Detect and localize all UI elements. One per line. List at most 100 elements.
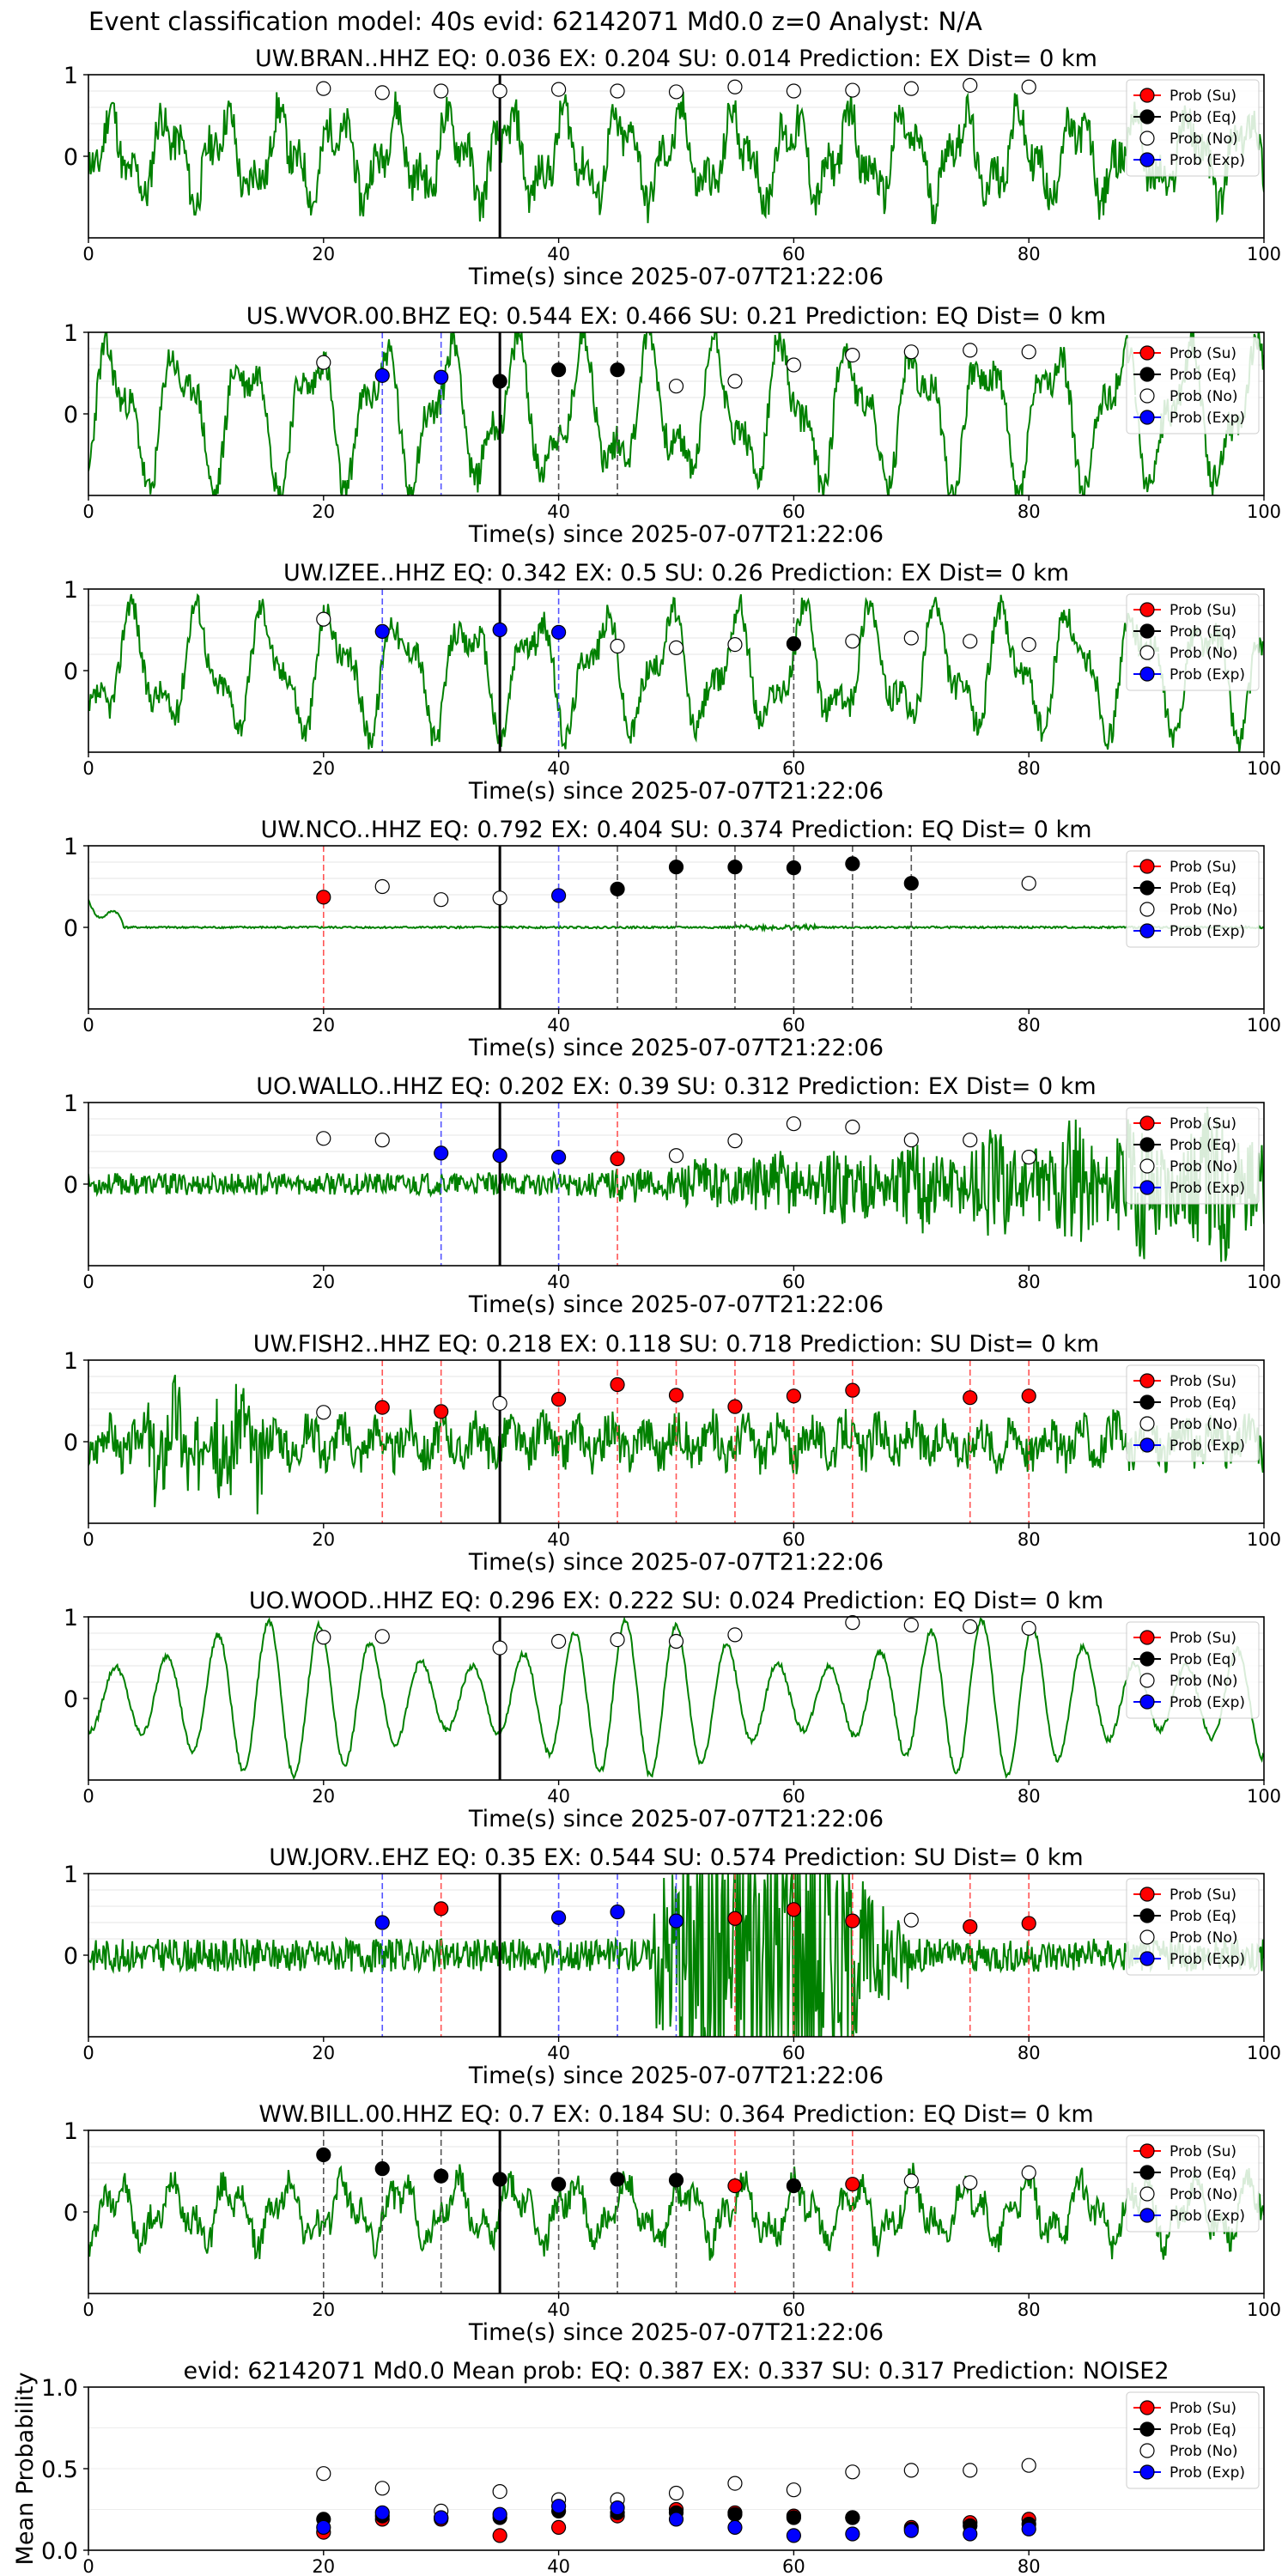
marker-probno (668, 2485, 684, 2501)
legend-marker (1139, 1373, 1155, 1388)
marker-probno (316, 2466, 331, 2482)
marker-probeq (786, 2178, 802, 2194)
x-tick-label: 20 (312, 1786, 335, 1807)
y-tick-label: 1 (64, 2118, 78, 2145)
marker-probsu (845, 1382, 860, 1398)
x-tick-label: 80 (1018, 2556, 1041, 2576)
x-tick-label: 20 (312, 1529, 335, 1550)
x-axis-label: Time(s) since 2025-07-07T21:22:06 (468, 778, 884, 805)
y-tick-label: 0 (64, 144, 78, 171)
panel-title: WW.BILL.00.HHZ EQ: 0.7 EX: 0.184 SU: 0.3… (258, 2101, 1093, 2128)
y-tick-label: 1 (64, 834, 78, 860)
y-tick-label: 0.5 (41, 2457, 78, 2483)
marker-probno (963, 2175, 978, 2190)
plot-area (88, 1103, 1264, 1266)
marker-probno (374, 1133, 390, 1148)
y-tick-label: 0 (64, 402, 78, 428)
legend-marker (1139, 1137, 1155, 1152)
marker-probno (1021, 1620, 1036, 1636)
marker-probno (1021, 2165, 1036, 2180)
marker-probno (316, 1405, 331, 1420)
legend-label: Prob (Eq) (1170, 367, 1236, 384)
legend-label: Prob (Exp) (1170, 1437, 1245, 1455)
marker-probsu (727, 1911, 743, 1926)
legend-marker (1139, 131, 1155, 146)
marker-probeq (434, 2168, 449, 2184)
legend-label: Prob (No) (1170, 2443, 1238, 2460)
plot-area (88, 1874, 1264, 2037)
y-tick-label: 1 (64, 1348, 78, 1375)
marker-probno (727, 374, 743, 389)
marker-probno (492, 2484, 507, 2500)
x-tick-label: 0 (82, 2043, 94, 2063)
marker-probno (903, 1617, 919, 1633)
legend-label: Prob (Exp) (1170, 1694, 1245, 1711)
legend-marker (1139, 410, 1155, 425)
legend-label: Prob (No) (1170, 1673, 1238, 1690)
marker-probexp (434, 1145, 449, 1161)
panel-title: UO.WALLO..HHZ EQ: 0.202 EX: 0.39 SU: 0.3… (256, 1073, 1096, 1100)
legend-box (1126, 2391, 1260, 2489)
marker-probeq (786, 860, 802, 876)
y-tick-label: 0 (64, 1686, 78, 1713)
x-tick-label: 0 (82, 1529, 94, 1550)
x-tick-label: 0 (82, 501, 94, 522)
legend-box (1126, 593, 1260, 691)
marker-probexp (610, 1905, 625, 1920)
marker-probno (903, 630, 919, 646)
x-tick-label: 100 (1247, 244, 1281, 264)
marker-probno (316, 355, 331, 370)
marker-probno (727, 1133, 743, 1149)
marker-probno (727, 79, 743, 94)
marker-probexp (492, 2506, 507, 2522)
marker-probno (845, 82, 860, 98)
marker-probno (727, 636, 743, 653)
marker-probno (610, 1631, 625, 1648)
x-tick-label: 80 (1018, 2043, 1041, 2063)
x-tick-label: 20 (312, 2300, 335, 2320)
legend-marker (1139, 859, 1155, 874)
marker-probsu (374, 1400, 390, 1415)
y-tick-label: 1 (64, 1605, 78, 1631)
marker-probeq (610, 362, 625, 378)
marker-probsu (434, 1901, 449, 1917)
x-tick-label: 80 (1018, 1786, 1041, 1807)
legend-label: Prob (No) (1170, 645, 1238, 662)
marker-probno (903, 1133, 919, 1148)
marker-probno (1021, 1150, 1036, 1165)
legend-marker (1139, 88, 1155, 103)
x-axis-label: Time(s) since 2025-07-07T21:22:06 (468, 521, 884, 548)
figure-suptitle: Event classification model: 40s evid: 62… (88, 7, 982, 36)
marker-probeq (550, 2177, 567, 2192)
marker-probexp (550, 888, 567, 903)
marker-probno (963, 634, 978, 649)
marker-probeq (786, 2510, 802, 2525)
legend-label: Prob (Eq) (1170, 1908, 1236, 1925)
marker-probexp (727, 2519, 743, 2535)
y-tick-label: 0 (64, 1430, 78, 1456)
legend-marker (1139, 367, 1155, 382)
marker-probsu (786, 1388, 802, 1404)
marker-probno (786, 357, 802, 373)
legend-marker (1139, 602, 1155, 617)
panel-3: UW.IZEE..HHZ EQ: 0.342 EX: 0.5 SU: 0.26 … (64, 560, 1281, 805)
marker-probeq (492, 374, 507, 389)
legend-marker (1139, 623, 1155, 639)
legend-marker (1139, 1694, 1155, 1710)
x-tick-label: 80 (1018, 2300, 1041, 2320)
x-tick-label: 20 (312, 1272, 335, 1292)
legend-marker (1139, 1951, 1155, 1966)
panel-8: UW.JORV..EHZ EQ: 0.35 EX: 0.544 SU: 0.57… (64, 1844, 1281, 2089)
x-tick-label: 80 (1018, 758, 1041, 779)
legend-marker (1139, 645, 1155, 660)
legend-label: Prob (Su) (1170, 602, 1236, 619)
legend-marker (1139, 345, 1155, 361)
marker-probsu (963, 1390, 978, 1406)
legend-label: Prob (Exp) (1170, 152, 1245, 169)
legend-label: Prob (Eq) (1170, 109, 1236, 126)
legend-label: Prob (Su) (1170, 859, 1236, 876)
legend-label: Prob (Su) (1170, 1630, 1236, 1647)
marker-probno (668, 84, 684, 100)
panel-1: UW.BRAN..HHZ EQ: 0.036 EX: 0.204 SU: 0.0… (64, 46, 1281, 290)
legend-box (1126, 79, 1260, 177)
